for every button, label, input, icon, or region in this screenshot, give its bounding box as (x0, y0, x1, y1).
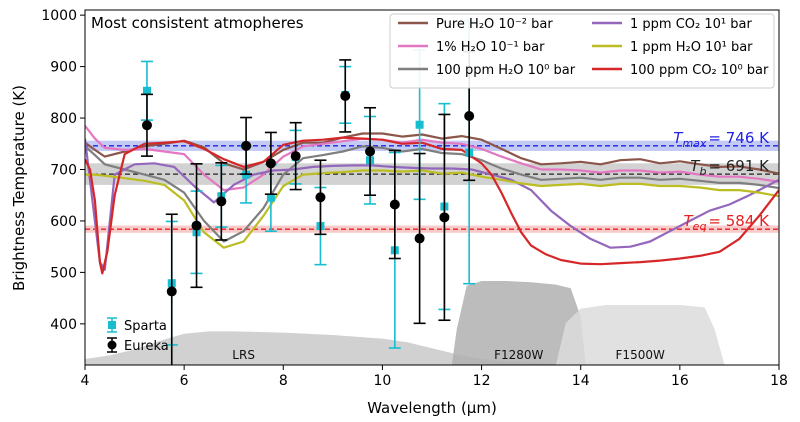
x-tick-label: 14 (572, 373, 590, 389)
eureka-point (240, 116, 253, 175)
eureka-point (165, 213, 178, 365)
y-tick-label: 800 (50, 111, 77, 127)
series-line-2 (85, 125, 779, 192)
svg-text:1 ppm H₂O 10¹ bar: 1 ppm H₂O 10¹ bar (630, 40, 753, 55)
svg-text:1% H₂O 10⁻¹ bar: 1% H₂O 10⁻¹ bar (436, 40, 545, 55)
svg-text:Eureka: Eureka (124, 339, 169, 354)
eureka-point (339, 59, 352, 133)
x-tick-label: 16 (671, 373, 689, 389)
filter-throughput-layer: LRS F1280W F1500W (85, 281, 725, 365)
legend-item-5: 1 ppm H₂O 10¹ bar (592, 40, 753, 55)
series-line-5 (85, 169, 779, 249)
y-tick-label: 500 (50, 265, 77, 281)
hline-label-tmax: Tmax = 746 K (673, 129, 770, 150)
eureka-point (289, 121, 302, 191)
filter-label-f1500w: F1500W (616, 348, 665, 362)
filter-label-lrs: LRS (232, 348, 255, 362)
svg-text:100 ppm CO₂ 10⁰ bar: 100 ppm CO₂ 10⁰ bar (630, 63, 769, 78)
x-tick-label: 18 (770, 373, 788, 389)
legend-box (389, 13, 775, 89)
y-tick-label: 900 (50, 60, 77, 76)
svg-text:Pure H₂O 10⁻² bar: Pure H₂O 10⁻² bar (436, 17, 553, 32)
series-line-4 (85, 138, 779, 271)
eureka-point (314, 159, 327, 236)
series-line-6 (85, 136, 779, 275)
model-series-layer (85, 125, 779, 275)
legend-item-3: 100 ppm H₂O 10⁰ bar (398, 63, 576, 78)
eureka-point (190, 163, 203, 289)
legend: Pure H₂O 10⁻² bar 1% H₂O 10⁻¹ bar 100 ppm … (389, 13, 775, 89)
x-tick-label: 8 (279, 373, 288, 389)
eureka-point (388, 149, 401, 260)
data-legend: Sparta Eureka (107, 317, 169, 354)
eureka-point (140, 93, 153, 157)
hline-label-teq: Teq = 584 K (684, 212, 771, 233)
temperature-labels-layer: Tmax = 746 K Tb = 691 K Teq = 584 K (673, 129, 770, 233)
eureka-point (438, 113, 451, 322)
chart-annotation: Most consistent atmopheres (91, 14, 304, 32)
y-tick-label: 400 (50, 317, 77, 333)
x-tick-label: 6 (180, 373, 189, 389)
legend-item-sparta: Sparta (107, 317, 167, 334)
filter-curve-f1280w (451, 281, 586, 365)
x-tick-label: 4 (81, 373, 90, 389)
y-tick-label: 700 (50, 162, 77, 178)
axes-layer: 4 6 8 10 12 14 16 18 400 500 600 700 800 900 1000 (41, 8, 788, 389)
legend-item-4: 1 ppm CO₂ 10¹ bar (592, 17, 752, 32)
filter-curve-f1500w (555, 305, 725, 365)
y-axis-label: Brightness Temperature (K) (10, 85, 28, 291)
hline-label-tb: Tb = 691 K (690, 157, 770, 178)
legend-item-1: Pure H₂O 10⁻² bar (398, 17, 553, 32)
eureka-point (413, 152, 426, 325)
series-line-3 (85, 145, 779, 243)
plot-frame (84, 9, 780, 366)
svg-text:Sparta: Sparta (124, 319, 167, 334)
data-points-layer (140, 20, 476, 365)
svg-text:100 ppm H₂O 10⁰ bar: 100 ppm H₂O 10⁰ bar (436, 63, 576, 78)
x-tick-label: 12 (473, 373, 491, 389)
x-axis-label: Wavelength (μm) (367, 399, 497, 417)
legend-item-eureka: Eureka (107, 337, 169, 354)
eureka-point (364, 106, 377, 197)
legend-item-2: 1% H₂O 10⁻¹ bar (398, 40, 545, 55)
eureka-point (264, 131, 277, 195)
filter-label-f1280w: F1280W (494, 348, 543, 362)
eureka-point (215, 162, 228, 241)
y-tick-label: 600 (50, 214, 77, 230)
x-tick-label: 10 (374, 373, 392, 389)
svg-text:1 ppm CO₂ 10¹ bar: 1 ppm CO₂ 10¹ bar (630, 17, 752, 32)
legend-item-6: 100 ppm CO₂ 10⁰ bar (592, 63, 769, 78)
y-tick-label: 1000 (41, 8, 77, 24)
